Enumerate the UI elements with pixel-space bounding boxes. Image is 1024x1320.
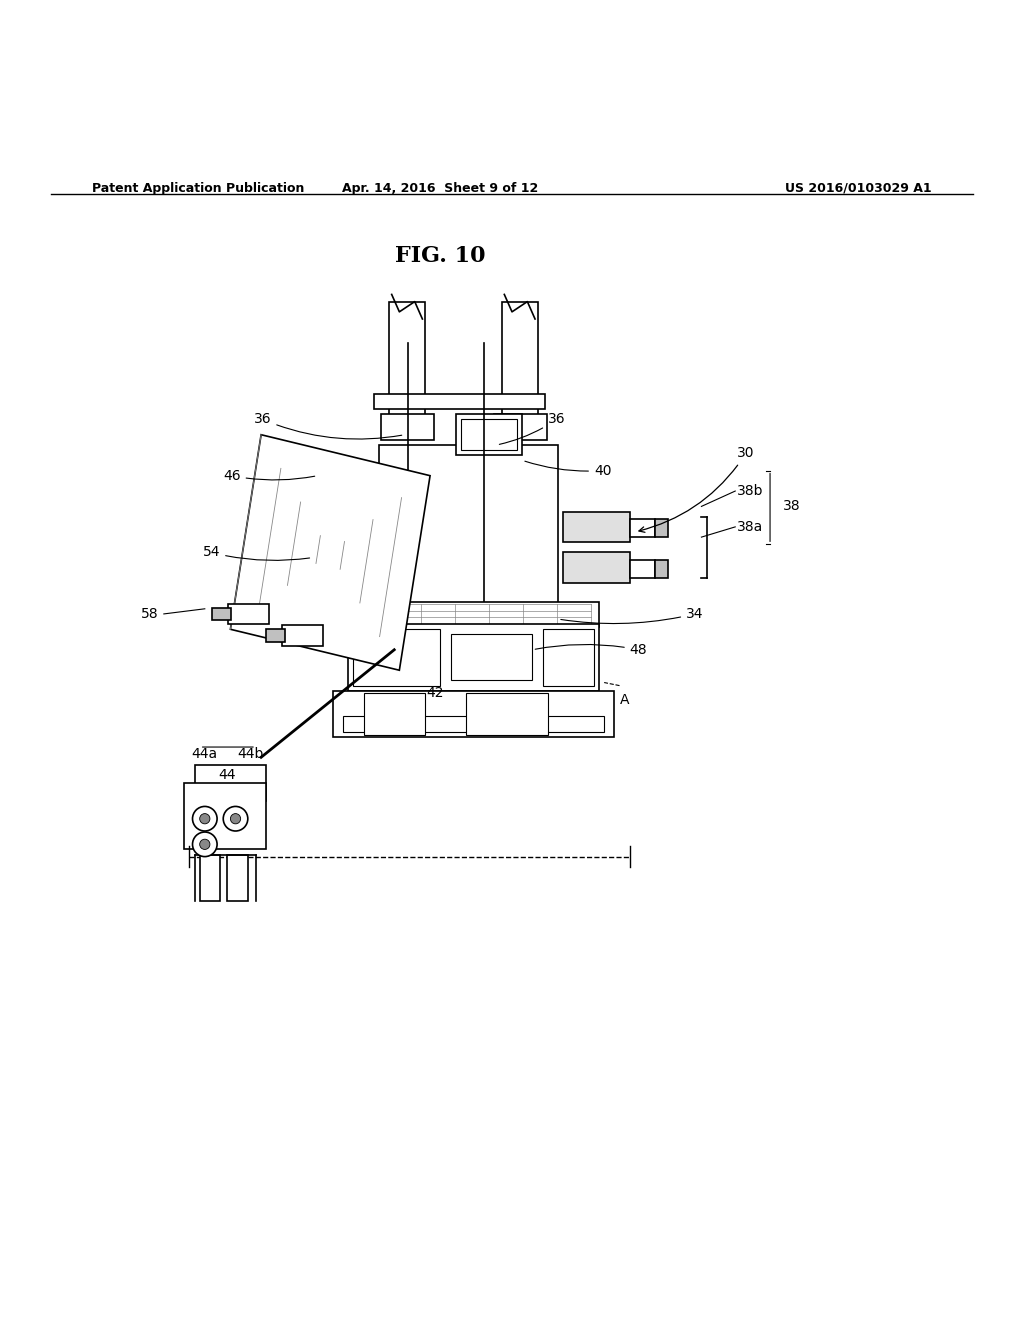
Circle shape [200,840,210,850]
Text: Apr. 14, 2016  Sheet 9 of 12: Apr. 14, 2016 Sheet 9 of 12 [342,182,539,195]
FancyBboxPatch shape [494,414,547,440]
FancyBboxPatch shape [213,607,231,620]
FancyBboxPatch shape [563,512,630,543]
Text: A: A [620,693,629,706]
Circle shape [230,813,241,824]
FancyBboxPatch shape [184,783,266,850]
Text: 38: 38 [783,499,801,513]
Text: 42: 42 [426,685,444,700]
FancyBboxPatch shape [348,602,599,627]
FancyBboxPatch shape [381,414,434,440]
FancyBboxPatch shape [364,693,425,735]
Text: FIG. 10: FIG. 10 [395,246,485,267]
FancyBboxPatch shape [502,301,538,434]
Polygon shape [230,434,430,671]
FancyBboxPatch shape [543,630,594,685]
Circle shape [223,807,248,832]
FancyBboxPatch shape [374,393,545,409]
FancyBboxPatch shape [333,690,614,737]
Text: 44: 44 [218,767,237,781]
Text: 58: 58 [141,607,159,620]
FancyBboxPatch shape [343,717,604,731]
FancyBboxPatch shape [282,626,323,645]
FancyBboxPatch shape [348,624,599,690]
Text: 36: 36 [254,412,401,440]
FancyBboxPatch shape [563,553,630,583]
FancyBboxPatch shape [655,560,668,578]
FancyBboxPatch shape [655,519,668,537]
Circle shape [193,832,217,857]
FancyBboxPatch shape [379,445,558,619]
FancyBboxPatch shape [466,693,548,735]
Text: 38b: 38b [737,484,764,498]
Text: 44a: 44a [191,747,218,762]
FancyBboxPatch shape [266,630,285,642]
Text: 44b: 44b [238,747,264,762]
Text: 30: 30 [639,446,755,532]
Text: 48: 48 [536,643,647,657]
Text: 54: 54 [203,545,309,561]
FancyBboxPatch shape [461,420,517,450]
FancyBboxPatch shape [227,854,248,900]
Circle shape [200,813,210,824]
Text: Patent Application Publication: Patent Application Publication [92,182,304,195]
Text: 46: 46 [223,469,314,483]
Text: 36: 36 [500,412,565,445]
FancyBboxPatch shape [451,635,532,681]
FancyBboxPatch shape [630,560,655,578]
FancyBboxPatch shape [456,414,522,455]
FancyBboxPatch shape [200,854,220,900]
Text: 40: 40 [525,461,611,478]
FancyBboxPatch shape [195,766,266,801]
FancyBboxPatch shape [353,630,440,685]
Circle shape [193,807,217,832]
Text: US 2016/0103029 A1: US 2016/0103029 A1 [785,182,932,195]
Text: 38a: 38a [737,520,764,533]
FancyBboxPatch shape [228,603,268,624]
FancyBboxPatch shape [630,519,655,537]
FancyBboxPatch shape [389,301,425,434]
Text: 34: 34 [561,607,703,623]
